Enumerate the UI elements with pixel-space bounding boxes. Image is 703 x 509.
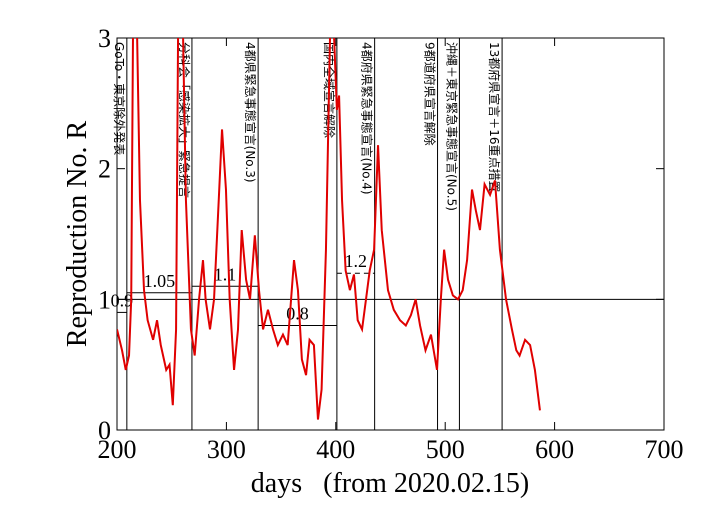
level-label: 0.9	[111, 290, 134, 310]
x-tick-label: 500	[426, 435, 465, 464]
event-label: 4都県緊急事態宣言(No.3)	[243, 42, 258, 183]
event-label: 4都府県緊急事態宣言(No.4)	[360, 42, 375, 195]
x-tick-label: 700	[645, 435, 684, 464]
y-tick-label: 0	[98, 416, 111, 445]
x-tick-label: 400	[316, 435, 355, 464]
y-tick-label: 2	[98, 155, 111, 184]
event-label: GoTo・東京除外発表	[112, 42, 127, 155]
level-label: 1.1	[214, 264, 237, 284]
level-label: 1.2	[345, 251, 368, 271]
level-label: 0.8	[286, 303, 309, 323]
level-label: 1.05	[144, 271, 176, 291]
event-label: 沖縄＋東京緊急事態宣言(No.5)	[444, 42, 459, 211]
plot-area	[117, 38, 541, 420]
y-tick-label: 3	[98, 24, 111, 53]
x-tick-label: 600	[535, 435, 574, 464]
event-label: 9都道府県宣言解除	[423, 42, 438, 146]
x-axis-title: days (from 2020.02.15)	[251, 468, 529, 499]
data-line	[117, 38, 541, 420]
y-axis-title: Reproduction No. R	[62, 121, 93, 348]
plot-frame	[116, 37, 665, 431]
event-label: 13都府県宣言＋16重点措置	[487, 42, 502, 193]
y-tick-label: 1	[98, 285, 111, 314]
x-tick-label: 200	[98, 435, 137, 464]
x-tick-label: 300	[207, 435, 246, 464]
